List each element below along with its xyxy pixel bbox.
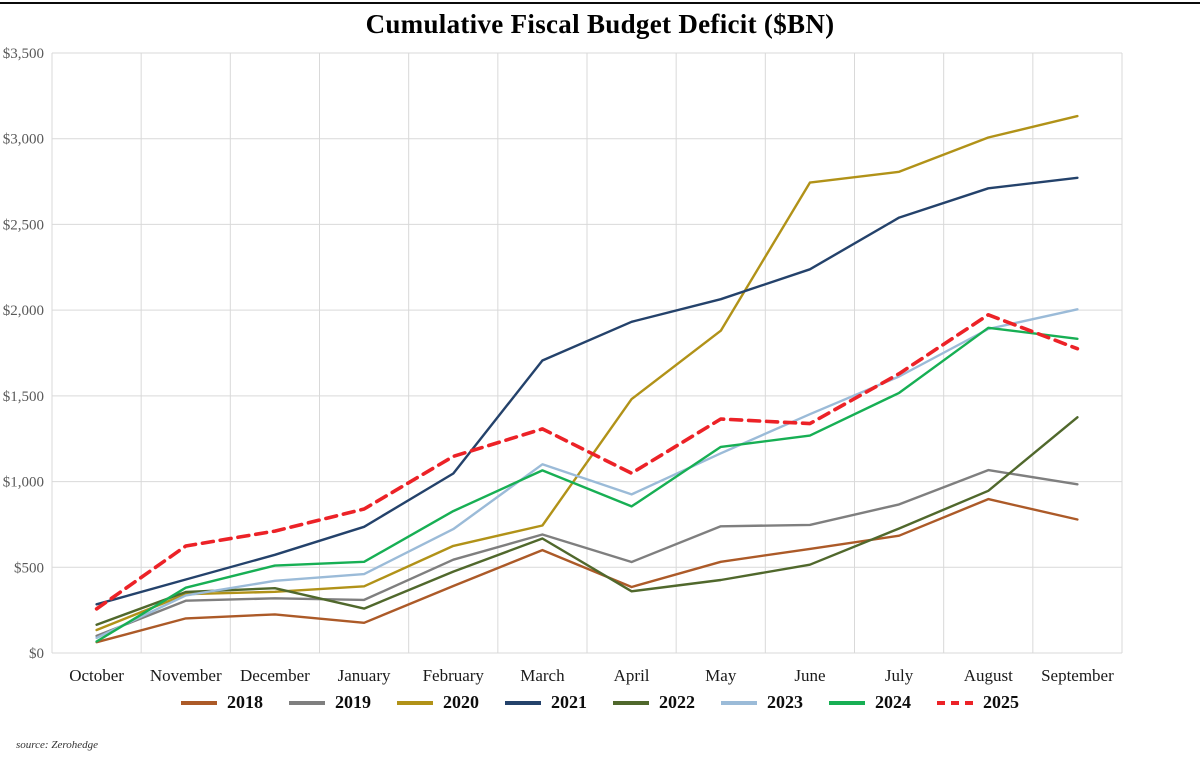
legend-item-2024: 2024 bbox=[829, 692, 911, 713]
top-rule bbox=[0, 2, 1200, 4]
legend-swatch-2025 bbox=[937, 700, 973, 705]
legend-item-2019: 2019 bbox=[289, 692, 371, 713]
gridlines bbox=[51, 52, 1123, 654]
legend-label-2018: 2018 bbox=[227, 692, 263, 712]
legend-item-2023: 2023 bbox=[721, 692, 803, 713]
y-axis-tick-label: $1,000 bbox=[3, 475, 44, 491]
legend-swatch-2019 bbox=[289, 700, 325, 705]
x-axis-month-label: May bbox=[705, 666, 737, 685]
legend-swatch-2024 bbox=[829, 700, 865, 705]
legend-item-2018: 2018 bbox=[181, 692, 263, 713]
series-line-2023 bbox=[95, 308, 1079, 640]
series-line-2020 bbox=[95, 114, 1079, 632]
x-axis-month-label: April bbox=[614, 666, 650, 685]
y-axis-tick-label: $3,000 bbox=[3, 132, 44, 148]
y-axis-tick-label: $2,500 bbox=[3, 217, 44, 233]
legend-label-2025: 2025 bbox=[983, 692, 1019, 712]
series-line-2022 bbox=[95, 416, 1079, 626]
legend-swatch-2022 bbox=[613, 700, 649, 705]
legend-swatch-2018 bbox=[181, 700, 217, 705]
y-axis-tick-label: $1,500 bbox=[3, 389, 44, 405]
chart-legend: 2018 2019 2020 2021 2022 2023 2024 2025 bbox=[0, 692, 1200, 713]
y-axis-tick-label: $0 bbox=[29, 646, 44, 662]
x-axis-month-label: October bbox=[69, 666, 124, 685]
legend-item-2021: 2021 bbox=[505, 692, 587, 713]
x-axis-month-label: December bbox=[240, 666, 310, 685]
x-axis-month-label: August bbox=[964, 666, 1013, 685]
x-axis-month-label: July bbox=[885, 666, 914, 685]
legend-label-2022: 2022 bbox=[659, 692, 695, 712]
legend-label-2021: 2021 bbox=[551, 692, 587, 712]
x-axis-month-label: November bbox=[150, 666, 222, 685]
legend-label-2020: 2020 bbox=[443, 692, 479, 712]
legend-item-2025: 2025 bbox=[937, 692, 1019, 713]
x-axis-month-label: January bbox=[338, 666, 391, 685]
legend-swatch-2023 bbox=[721, 700, 757, 705]
series-line-2021 bbox=[95, 176, 1079, 606]
legend-item-2022: 2022 bbox=[613, 692, 695, 713]
legend-label-2019: 2019 bbox=[335, 692, 371, 712]
legend-swatch-2021 bbox=[505, 700, 541, 705]
legend-item-2020: 2020 bbox=[397, 692, 479, 713]
series-line-2024 bbox=[95, 326, 1079, 643]
x-axis-month-label: September bbox=[1041, 666, 1114, 685]
legend-label-2024: 2024 bbox=[875, 692, 911, 712]
series-line-2019 bbox=[95, 468, 1079, 638]
legend-label-2023: 2023 bbox=[767, 692, 803, 712]
line-chart: $0 $500 $1,000 $1,500 $2,000 $2,500 $3,000 $3,5… bbox=[3, 46, 1123, 685]
series-line-2025 bbox=[94, 312, 1080, 611]
x-axis-month-label: June bbox=[794, 666, 825, 685]
x-axis-month-label: February bbox=[423, 666, 485, 685]
y-axis-tick-label: $2,000 bbox=[3, 303, 44, 319]
x-axis-month-label: March bbox=[520, 666, 565, 685]
y-axis-tick-label: $500 bbox=[14, 560, 44, 576]
y-axis-tick-label: $3,500 bbox=[3, 46, 44, 62]
series-line-2018 bbox=[95, 497, 1079, 644]
chart-title: Cumulative Fiscal Budget Deficit ($BN) bbox=[365, 9, 835, 39]
source-note: source: Zerohedge bbox=[16, 739, 98, 751]
legend-swatch-2020 bbox=[397, 700, 433, 705]
